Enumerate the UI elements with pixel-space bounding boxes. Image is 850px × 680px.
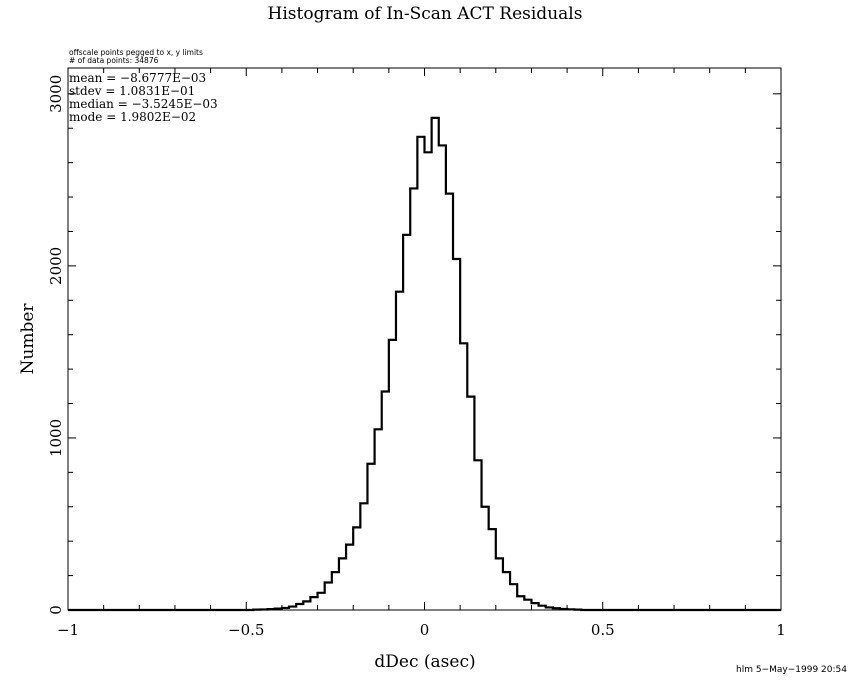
x-axis-label: dDec (asec) (374, 652, 475, 672)
x-tick-label: −0.5 (228, 621, 264, 639)
footer-credit: hlm 5−May−1999 20:54 (736, 665, 847, 675)
x-tick-label: 1 (776, 621, 786, 639)
note-offscale: offscale points pegged to x, y limits (69, 48, 203, 57)
note-data-points: # of data points: 34876 (69, 56, 159, 65)
y-tick-label: 0 (47, 605, 65, 615)
y-tick-label: 3000 (47, 75, 65, 113)
chart-title: Histogram of In-Scan ACT Residuals (268, 4, 583, 24)
histogram-outline (68, 116, 781, 612)
x-tick-label: 0.5 (591, 621, 615, 639)
x-tick-label: −1 (57, 621, 79, 639)
y-tick-labels: 0 1000 2000 3000 (47, 75, 65, 615)
stat-mode: mode = 1.9802E−02 (69, 110, 196, 124)
stat-mean: mean = −8.6777E−03 (69, 71, 206, 85)
y-tick-label: 2000 (47, 247, 65, 285)
x-tick-labels: −1 −0.5 0 0.5 1 (57, 621, 786, 639)
stat-stdev: stdev = 1.0831E−01 (69, 84, 195, 98)
y-tick-label: 1000 (47, 419, 65, 457)
x-tick-label: 0 (420, 621, 430, 639)
stat-median: median = −3.5245E−03 (69, 97, 218, 111)
y-axis-label: Number (18, 303, 38, 375)
